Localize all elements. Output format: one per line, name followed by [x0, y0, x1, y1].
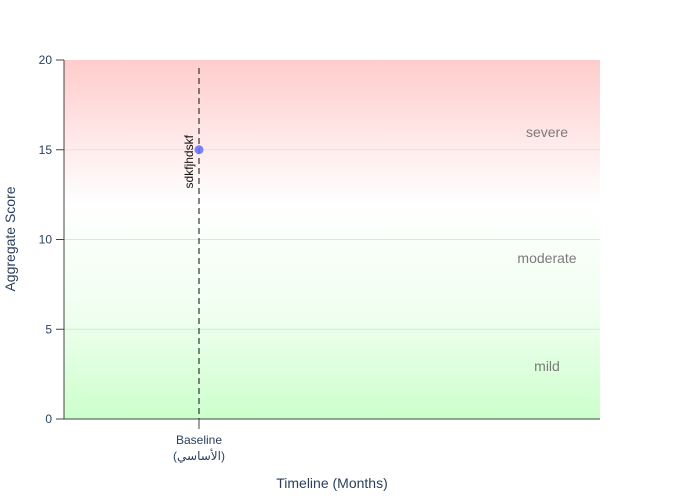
x-tick-label: Baseline: [176, 433, 222, 447]
band-labels: mild moderate severe: [517, 124, 576, 374]
grid-lines: [64, 149, 600, 330]
y-tick-label: 0: [45, 412, 52, 426]
x-tick-sublabel: (الأساسي): [173, 448, 225, 463]
data-points: sdkfjhdskf: [182, 134, 204, 188]
axes: 0 5 10 15 20 Baseline(الأساسي): [39, 53, 600, 463]
x-axis-title: Timeline (Months): [276, 475, 388, 491]
y-tick-label: 10: [39, 233, 53, 247]
data-point: [194, 145, 204, 155]
data-point-label: sdkfjhdskf: [182, 134, 196, 188]
y-tick-label: 5: [45, 322, 52, 336]
band-label-mild: mild: [534, 358, 560, 374]
y-tick-label: 20: [39, 53, 53, 67]
band-label-moderate: moderate: [517, 250, 576, 266]
band-label-severe: severe: [526, 124, 568, 140]
y-tick-label: 15: [39, 143, 53, 157]
y-axis-title: Aggregate Score: [2, 186, 18, 291]
